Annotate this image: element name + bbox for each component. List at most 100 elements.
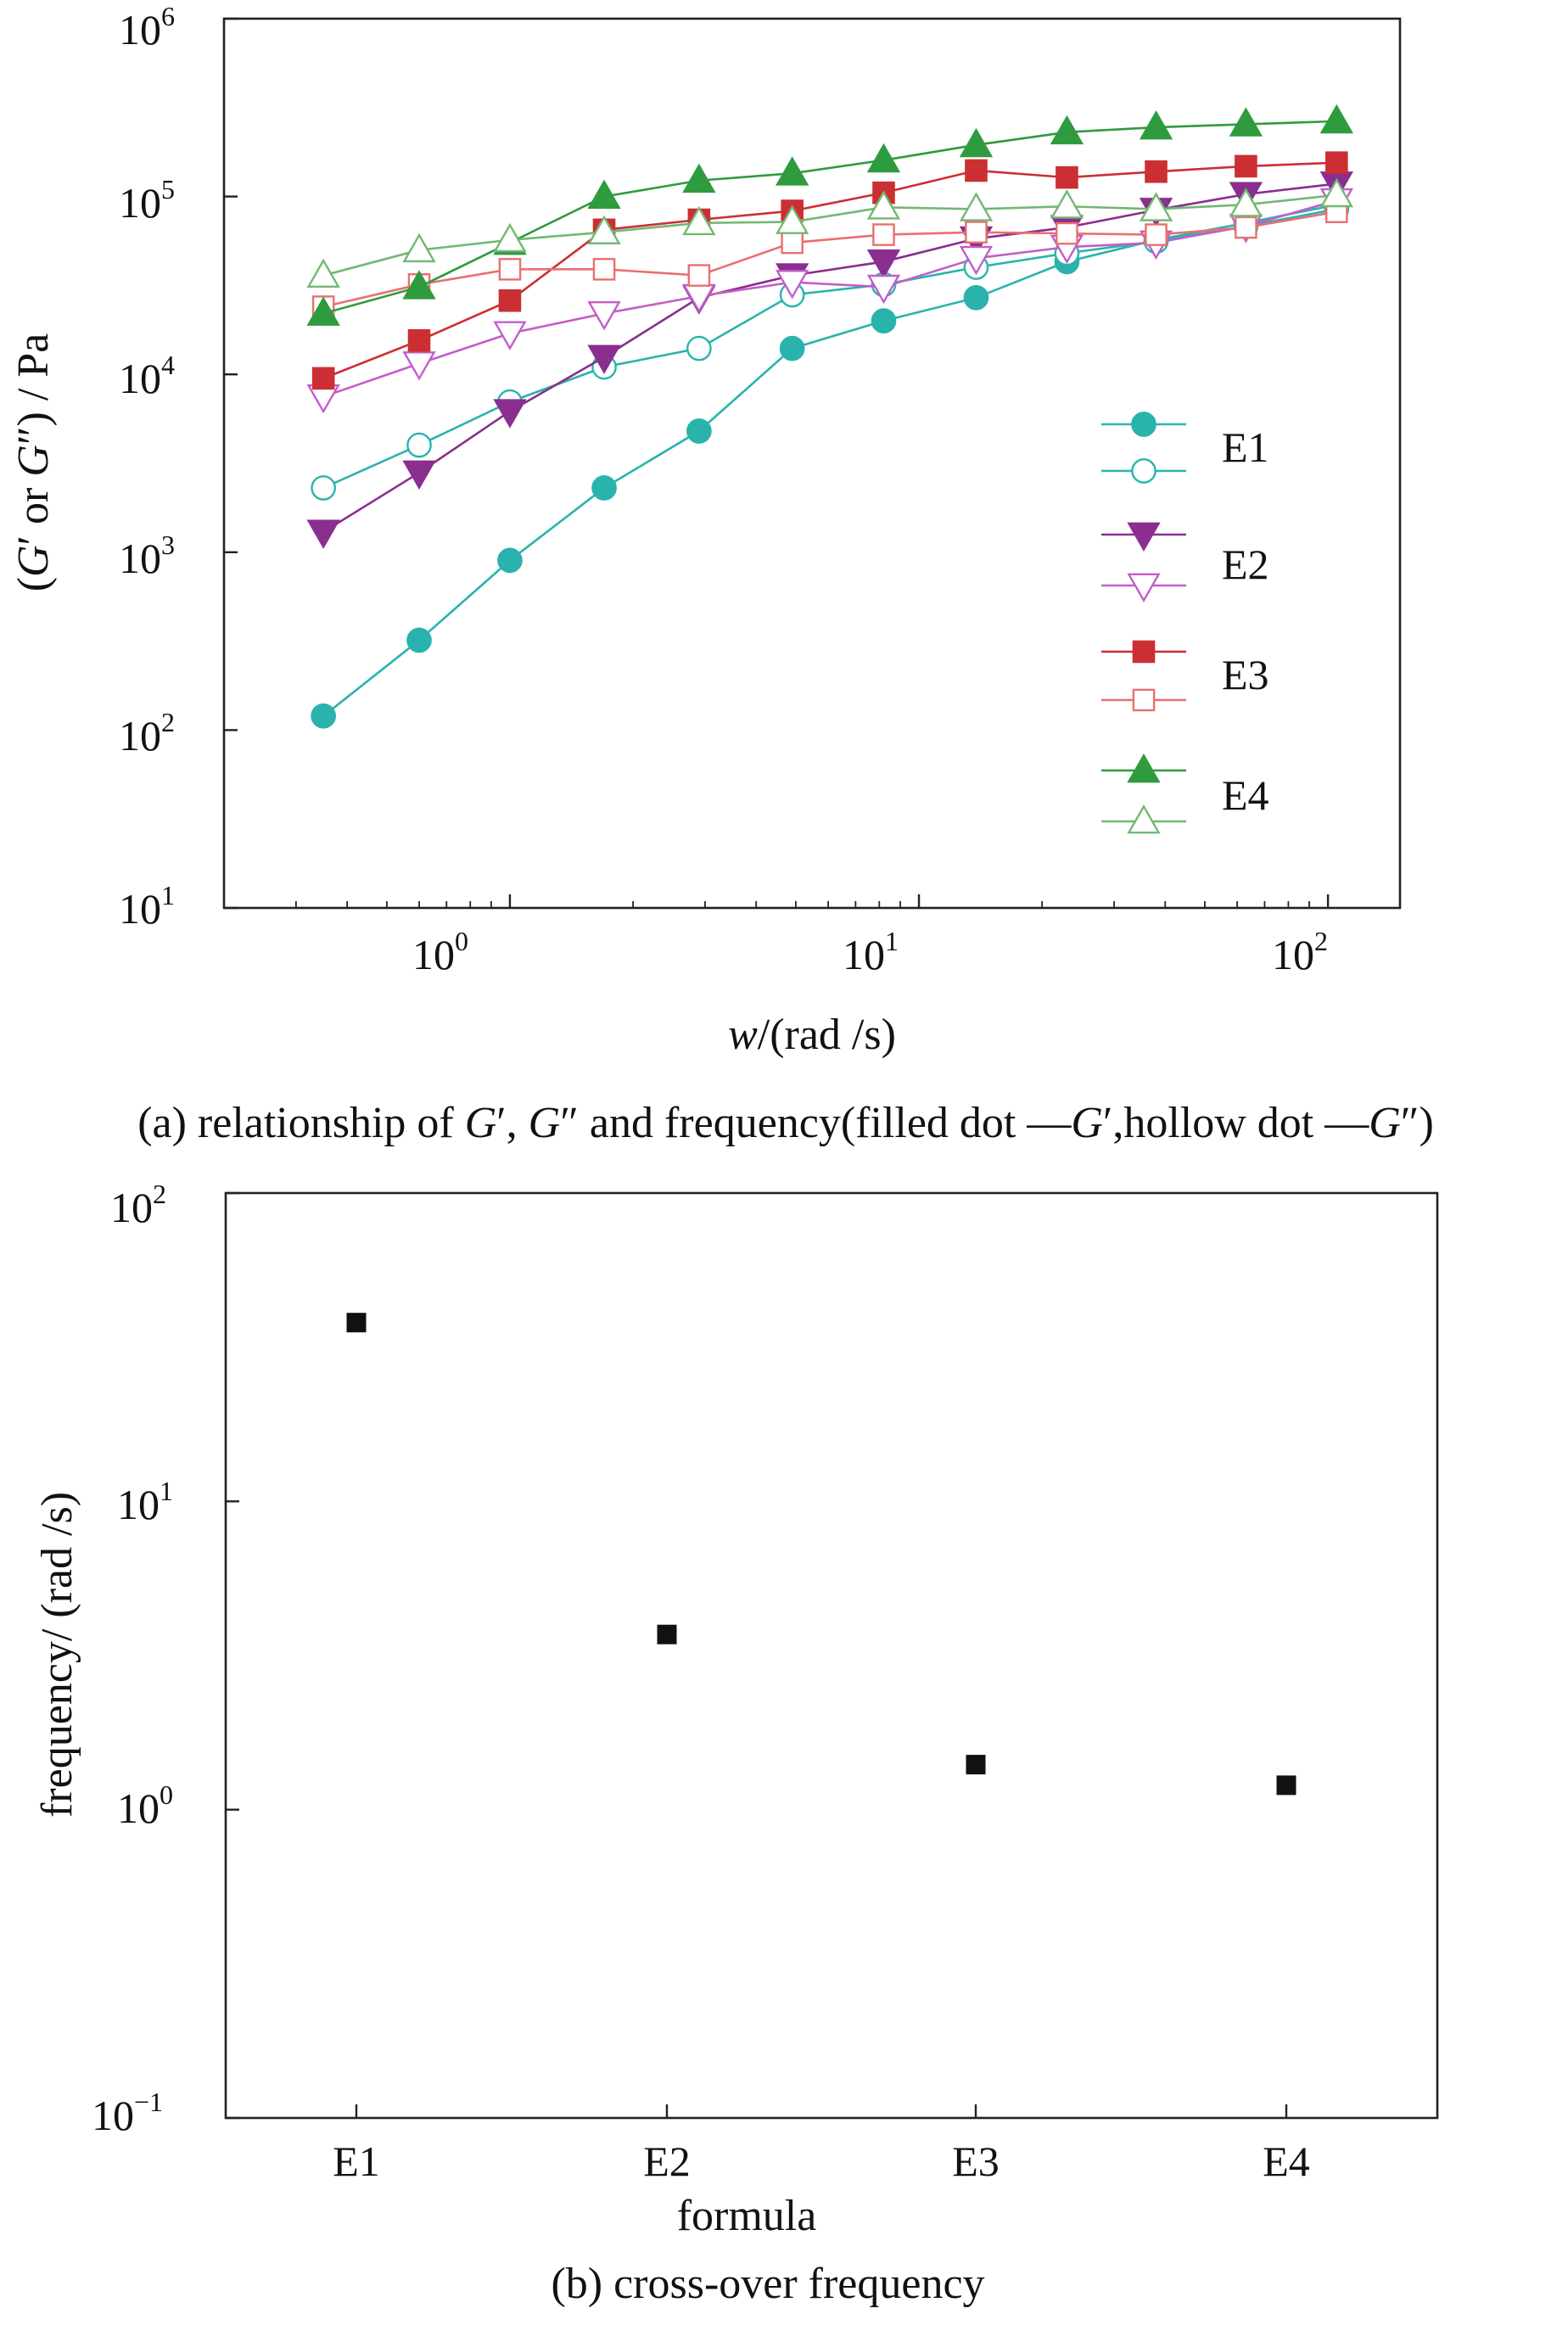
y-tick-label-1e6: 106 [119,1,175,53]
y-tick-label-1e2: 102 [119,707,175,759]
b-x-tick-label-e4: E4 [1263,2137,1310,2185]
data-point [963,284,989,311]
data-point [1145,160,1168,183]
series-e1-storage-modulus [311,192,1350,729]
legend-entry [1101,804,1186,834]
b-y-tick-label-1e0: 100 [117,1779,173,1832]
data-point [959,127,994,158]
data-point [682,163,716,193]
chart-a-series [306,104,1353,729]
data-point [959,245,994,276]
chart-b: 10−1 100 101 102 E1 E2 E3 E4 formula freque… [33,1179,1439,2308]
data-point [1229,107,1263,137]
data-point [781,231,804,255]
data-point [1056,221,1078,245]
data-point [402,232,436,263]
data-point [1050,189,1084,219]
chart-b-x-tick-labels: E1 E2 E3 E4 [333,2137,1310,2185]
data-point [965,159,988,182]
chart-a-caption: (a) relationship of G′, G″ and frequency… [137,1099,1434,1147]
data-point [311,367,335,390]
data-point [402,270,436,300]
data-point [872,223,895,246]
x-tick-label-1: 100 [412,926,468,978]
series-line [322,199,1337,398]
data-point [682,205,716,236]
chart-b-x-axis-title: formula [677,2192,817,2240]
chart-a-x-ticks [294,894,1330,908]
b-x-tick-label-e1: E1 [333,2137,380,2185]
b-y-tick-label-1e1: 101 [117,1476,173,1528]
data-point [402,351,436,381]
data-point [866,249,901,279]
data-point [776,156,809,186]
data-point [306,519,340,549]
legend-entry [1101,753,1186,783]
data-point [1319,104,1353,134]
series-e2-loss-modulus [306,188,1353,414]
chart-b-y-ticks [226,1191,239,2120]
legend-label-e1: E1 [1222,423,1269,471]
crossover-point-e4 [1276,1775,1296,1796]
y-tick-label-1e5: 105 [119,174,175,227]
legend-entry [1101,522,1186,552]
legend-marker [1127,753,1161,783]
chart-a-frame [222,17,1402,910]
chart-a: 100 101 102 101 102 103 104 105 106 E1 E2… [9,1,1434,1147]
data-point [779,335,805,361]
data-point [591,475,617,501]
chart-b-x-ticks [355,2104,1288,2118]
data-point [306,258,340,288]
legend-label-e2: E2 [1222,541,1269,588]
data-point [1325,151,1348,175]
chart-b-y-axis-title: frequency/ (rad /s) [33,1492,81,1818]
series-line [322,203,1337,717]
data-point [1139,192,1173,221]
data-point [587,215,621,245]
legend-entry [1101,412,1186,437]
legend-entry [1101,640,1186,664]
chart-a-y-axis-title: (G′ or G″) / Pa [9,333,58,592]
series-e2-storage-modulus [306,171,1353,549]
legend-entry [1101,688,1186,712]
data-point [776,270,809,300]
b-y-tick-label-1e2: 102 [110,1179,166,1231]
chart-a-legend: E1 E2 E3 E4 [1101,412,1269,834]
data-point [1050,115,1084,145]
data-point [1319,177,1353,208]
legend-marker [1131,458,1156,484]
crossover-point-e2 [657,1624,677,1644]
series-e4-loss-modulus [306,177,1353,288]
chart-a-x-tick-labels: 100 101 102 [412,926,1328,978]
data-point [686,418,712,444]
data-point [407,329,431,352]
chart-b-y-tick-labels: 10−1 100 101 102 [92,1179,173,2139]
chart-b-points [346,1313,1296,1796]
data-point [871,308,897,333]
data-point [498,289,522,312]
data-point [587,345,621,374]
series-e3-loss-modulus [311,200,1348,318]
chart-a-x-axis-title: w/(rad /s) [728,1011,896,1059]
legend-marker [1127,573,1161,603]
data-point [311,703,337,729]
data-point [587,301,621,331]
legend-entry [1101,573,1186,603]
data-point [406,432,432,458]
data-point [1235,216,1257,239]
legend-marker [1127,804,1161,834]
legend-marker [1131,412,1156,437]
legend-label-e3: E3 [1222,651,1269,698]
legend-marker [1127,522,1161,552]
data-point [587,179,621,210]
legend-label-e4: E4 [1222,771,1269,819]
data-point [776,204,809,234]
data-point [686,335,712,361]
data-point [493,399,527,429]
chart-a-y-ticks [224,17,238,910]
series-line [322,161,1337,380]
b-y-tick-label-1e-1: 10−1 [92,2087,163,2139]
y-tick-label-1e3: 103 [119,529,175,582]
data-point [866,190,901,220]
